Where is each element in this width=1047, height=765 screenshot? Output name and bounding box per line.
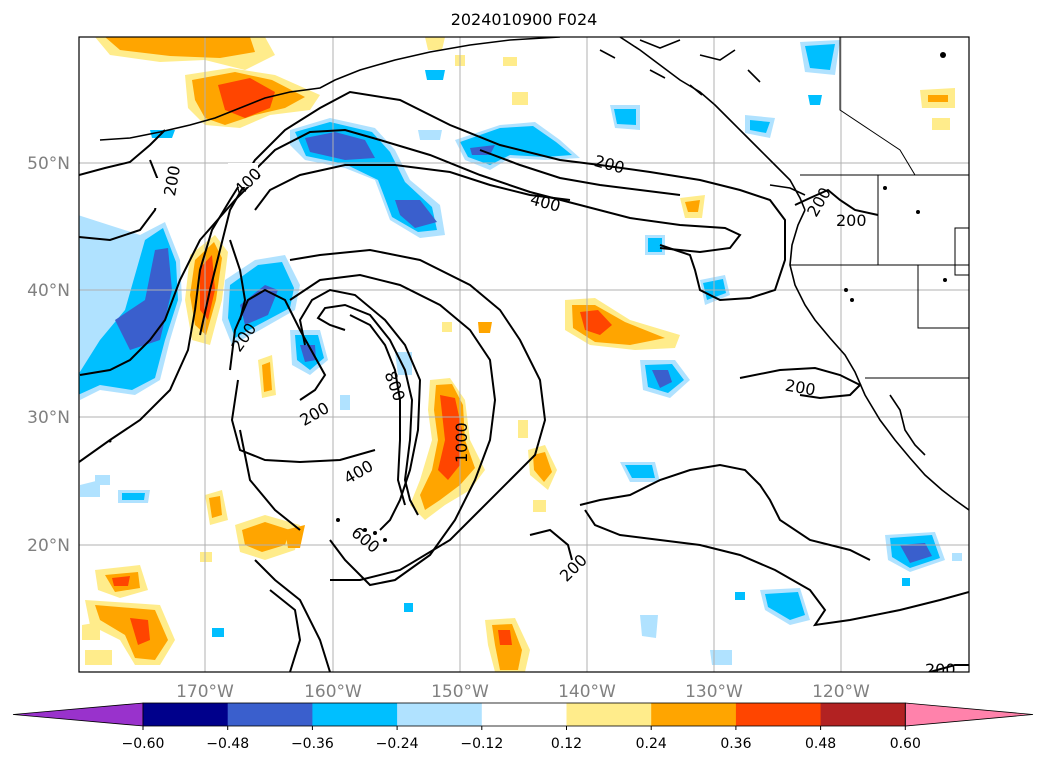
lat-label: 40°N: [27, 281, 70, 301]
lat-label: 20°N: [27, 536, 70, 556]
colorbar-extend-low: [12, 702, 144, 727]
colorbar-tick-label: −0.36: [291, 736, 334, 752]
figure-title: 2024010900 F024: [451, 10, 598, 29]
coastlines: [99, 37, 969, 511]
colorbar-segment: [481, 703, 567, 726]
colorbar-tick-label: −0.60: [122, 736, 165, 752]
map-frame: [78, 36, 970, 673]
lat-label: 30°N: [27, 408, 70, 428]
graticule: [79, 37, 969, 672]
lon-label: 120°W: [812, 682, 870, 702]
colorbar: −0.60 −0.48 −0.36 −0.24 −0.12 0.12 0.24 0.36 0.4…: [12, 702, 1034, 752]
colorbar-tick-label: 0.60: [890, 736, 921, 752]
colorbar-tick-label: 0.12: [551, 736, 582, 752]
contour-label: 200: [836, 211, 867, 230]
political-borders: [790, 37, 969, 379]
colorbar-segment: [312, 703, 398, 726]
colorbar-tick-label: −0.12: [460, 736, 503, 752]
latitude-labels: 50°N 40°N 30°N 20°N: [27, 154, 70, 556]
longitude-labels: 170°W 160°W 150°W 140°W 130°W 120°W: [176, 682, 870, 702]
colorbar-tick-label: −0.48: [206, 736, 249, 752]
cold-anomaly-fill: [79, 40, 962, 665]
colorbar-outline: [142, 702, 906, 727]
lon-label: 130°W: [685, 682, 743, 702]
colorbar-tick-label: 0.24: [636, 736, 667, 752]
contour-label: 1000: [452, 422, 471, 463]
colorbar-segment: [566, 703, 652, 726]
colorbar-segment: [820, 703, 906, 726]
lon-label: 170°W: [176, 682, 234, 702]
lon-label: 140°W: [558, 682, 616, 702]
colorbar-tick-label: −0.24: [376, 736, 419, 752]
colorbar-tick-label: 0.36: [720, 736, 751, 752]
contour-label: 200: [925, 660, 956, 679]
lat-label: 50°N: [27, 154, 70, 174]
colorbar-segment: [227, 703, 313, 726]
colorbar-segment: [397, 703, 483, 726]
colorbar-segment: [651, 703, 737, 726]
lon-label: 150°W: [431, 682, 489, 702]
islands: [108, 52, 947, 542]
colorbar-segment: [143, 703, 229, 726]
colorbar-segment: [735, 703, 822, 726]
colorbar-tick-label: 0.48: [805, 736, 836, 752]
map-area: 200 400 200 400 200 200 200 200 800 1000…: [79, 37, 969, 679]
colorbar-extend-high: [904, 702, 1034, 727]
lon-label: 160°W: [304, 682, 362, 702]
contour-lines: [79, 90, 969, 672]
